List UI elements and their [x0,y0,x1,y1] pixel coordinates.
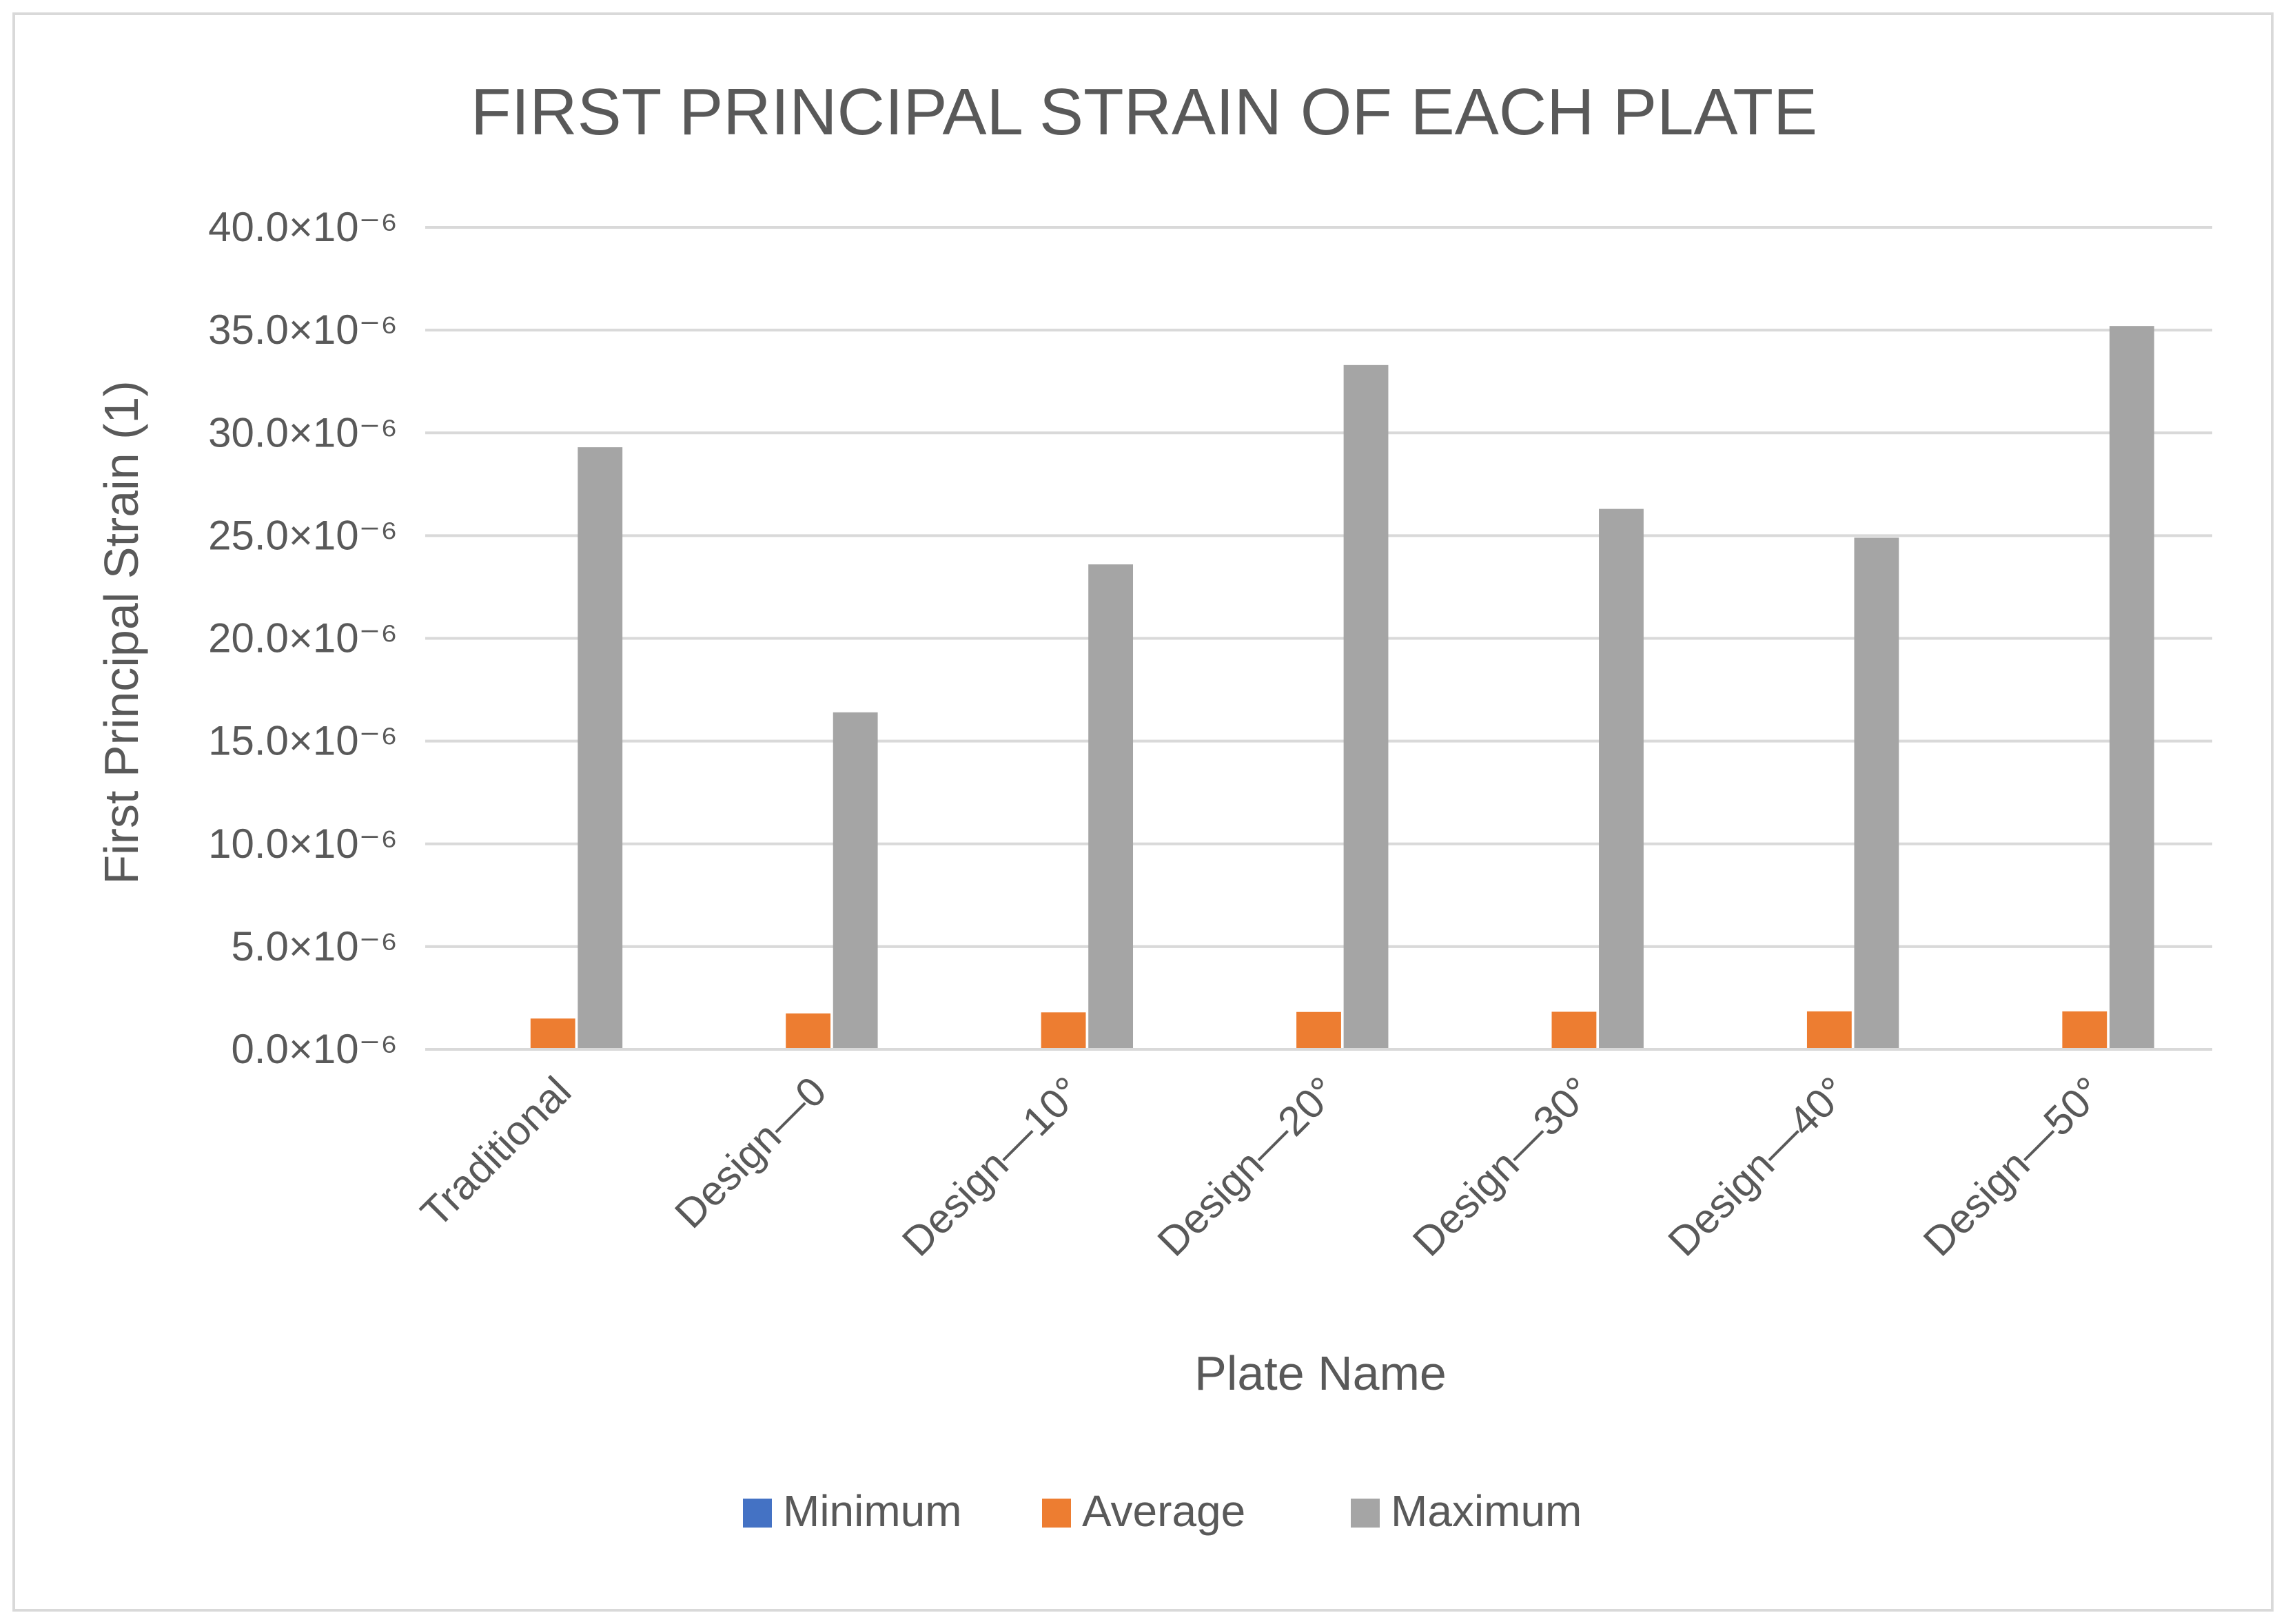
bar-maximum [578,447,623,1049]
bar-average [1551,1011,1597,1049]
legend-label-minimum: Minimum [783,1486,962,1536]
legend-swatch-minimum [743,1499,772,1528]
chart-frame [12,12,2274,1612]
bar-maximum [1343,364,1389,1049]
y-tick-label: 30.0×10⁻⁶ [208,409,398,455]
legend-swatch-maximum [1351,1499,1380,1528]
y-tick-label: 20.0×10⁻⁶ [208,615,398,661]
legend: Minimum Average Maximum [743,1486,1582,1536]
y-axis-title: First Principal Strain (1) [94,380,148,884]
legend-swatch-average [1042,1499,1071,1528]
bar-average [530,1018,575,1049]
bar-average [1296,1011,1341,1049]
bar-maximum [833,712,878,1049]
chart-title: FIRST PRINCIPAL STRAIN OF EACH PLATE [471,75,1817,149]
bar-average [2062,1011,2108,1049]
bar-average [1041,1012,1086,1049]
bar-maximum [2109,326,2154,1049]
y-tick-label: 10.0×10⁻⁶ [208,821,398,867]
gridlines [425,226,2212,948]
x-axis-title: Plate Name [1194,1346,1447,1400]
bars [530,326,2154,1049]
y-tick-label: 5.0×10⁻⁶ [231,923,398,969]
y-tick-label: 0.0×10⁻⁶ [231,1026,398,1072]
y-tick-label: 35.0×10⁻⁶ [208,307,398,353]
bar-average [1806,1011,1852,1049]
legend-label-average: Average [1082,1486,1245,1536]
bar-average [786,1013,831,1049]
y-tick-label: 15.0×10⁻⁶ [208,718,398,764]
y-tick-label: 40.0×10⁻⁶ [208,204,398,250]
legend-label-maximum: Maximum [1391,1486,1582,1536]
bar-maximum [1088,564,1134,1049]
y-axis-tick-labels: 0.0×10⁻⁶ 5.0×10⁻⁶ 10.0×10⁻⁶ 15.0×10⁻⁶ 20.0×1… [208,204,398,1072]
y-tick-label: 25.0×10⁻⁶ [208,512,398,558]
bar-maximum [1599,508,1644,1049]
bar-maximum [1854,537,1899,1049]
